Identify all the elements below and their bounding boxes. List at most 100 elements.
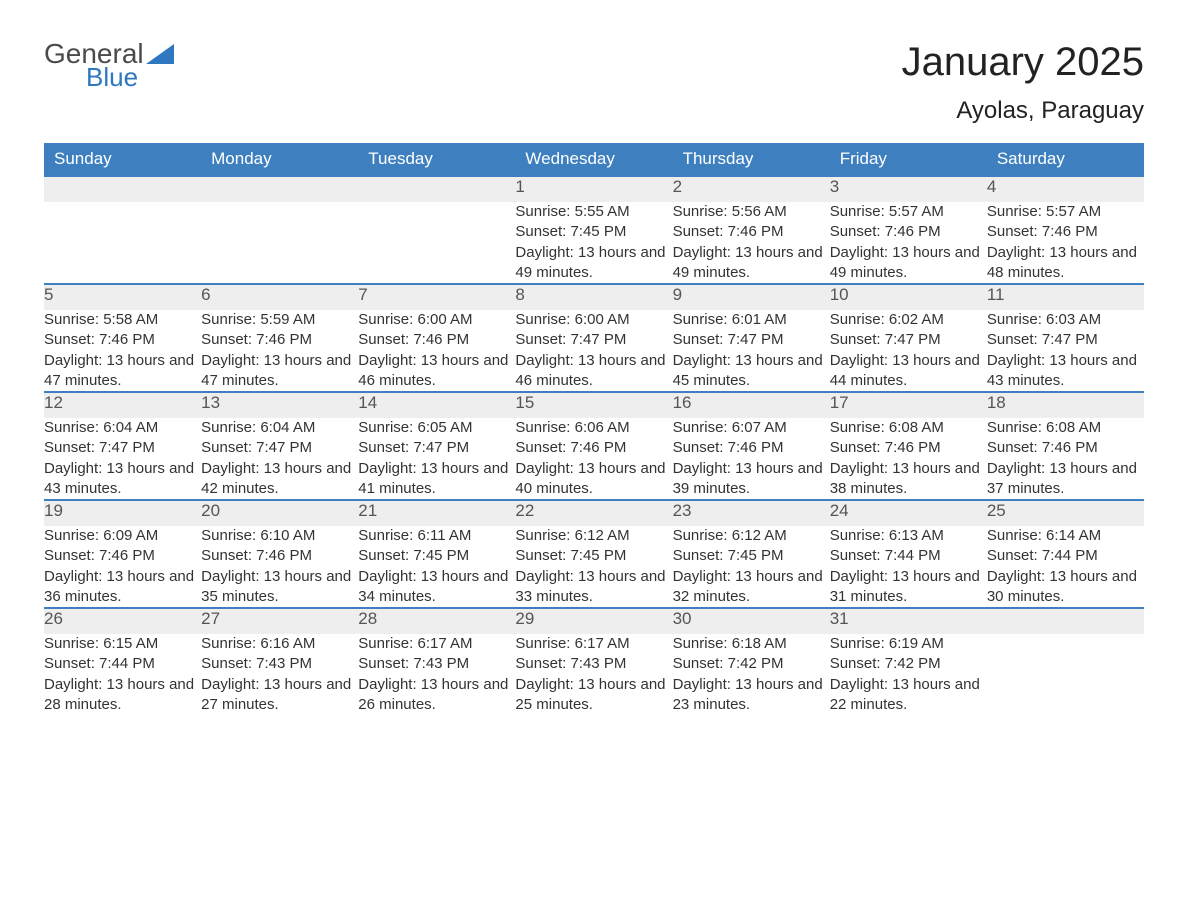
sunrise-text: Sunrise: 6:11 AM xyxy=(358,526,515,546)
calendar-day-number: 25 xyxy=(987,500,1144,526)
sunrise-text: Sunrise: 5:57 AM xyxy=(987,202,1144,222)
calendar-daynum-row: 567891011 xyxy=(44,284,1144,310)
daylight-text: Daylight: 13 hours and 42 minutes. xyxy=(201,459,358,500)
calendar-day-number: 31 xyxy=(830,608,987,634)
calendar-day-cell: Sunrise: 6:12 AMSunset: 7:45 PMDaylight:… xyxy=(673,526,830,608)
sunrise-text: Sunrise: 6:00 AM xyxy=(358,310,515,330)
daylight-text: Daylight: 13 hours and 40 minutes. xyxy=(515,459,672,500)
calendar-day-cell: Sunrise: 6:07 AMSunset: 7:46 PMDaylight:… xyxy=(673,418,830,500)
sunset-text: Sunset: 7:45 PM xyxy=(673,546,830,566)
sunrise-text: Sunrise: 6:08 AM xyxy=(830,418,987,438)
calendar-day-number: 29 xyxy=(515,608,672,634)
sunset-text: Sunset: 7:47 PM xyxy=(44,438,201,458)
daylight-text: Daylight: 13 hours and 47 minutes. xyxy=(201,351,358,392)
calendar-day-number: 20 xyxy=(201,500,358,526)
calendar-day-number: 9 xyxy=(673,284,830,310)
calendar-day-number: 28 xyxy=(358,608,515,634)
daylight-text: Daylight: 13 hours and 35 minutes. xyxy=(201,567,358,608)
daylight-text: Daylight: 13 hours and 48 minutes. xyxy=(987,243,1144,284)
calendar-day-number: 14 xyxy=(358,392,515,418)
calendar-day-cell: Sunrise: 6:12 AMSunset: 7:45 PMDaylight:… xyxy=(515,526,672,608)
weekday-header: Wednesday xyxy=(515,143,672,176)
daylight-text: Daylight: 13 hours and 43 minutes. xyxy=(987,351,1144,392)
calendar-day-cell: Sunrise: 6:10 AMSunset: 7:46 PMDaylight:… xyxy=(201,526,358,608)
sunrise-text: Sunrise: 5:59 AM xyxy=(201,310,358,330)
calendar-day-cell: Sunrise: 6:13 AMSunset: 7:44 PMDaylight:… xyxy=(830,526,987,608)
sunset-text: Sunset: 7:46 PM xyxy=(515,438,672,458)
calendar-daynum-row: 262728293031 xyxy=(44,608,1144,634)
sunset-text: Sunset: 7:46 PM xyxy=(987,438,1144,458)
calendar-day-cell: Sunrise: 6:04 AMSunset: 7:47 PMDaylight:… xyxy=(44,418,201,500)
daylight-text: Daylight: 13 hours and 39 minutes. xyxy=(673,459,830,500)
daylight-text: Daylight: 13 hours and 31 minutes. xyxy=(830,567,987,608)
daylight-text: Daylight: 13 hours and 49 minutes. xyxy=(673,243,830,284)
calendar-day-cell: Sunrise: 5:59 AMSunset: 7:46 PMDaylight:… xyxy=(201,310,358,392)
header-block: General Blue January 2025 Ayolas, Paragu… xyxy=(44,40,1144,133)
daylight-text: Daylight: 13 hours and 45 minutes. xyxy=(673,351,830,392)
calendar-day-cell xyxy=(201,202,358,284)
calendar-day-cell: Sunrise: 5:55 AMSunset: 7:45 PMDaylight:… xyxy=(515,202,672,284)
calendar-day-number: 13 xyxy=(201,392,358,418)
calendar-day-number xyxy=(44,176,201,202)
sunset-text: Sunset: 7:47 PM xyxy=(201,438,358,458)
calendar-day-number: 10 xyxy=(830,284,987,310)
calendar-day-cell xyxy=(44,202,201,284)
calendar-day-number: 15 xyxy=(515,392,672,418)
calendar-day-number: 19 xyxy=(44,500,201,526)
calendar-day-cell: Sunrise: 6:04 AMSunset: 7:47 PMDaylight:… xyxy=(201,418,358,500)
sunset-text: Sunset: 7:43 PM xyxy=(201,654,358,674)
daylight-text: Daylight: 13 hours and 23 minutes. xyxy=(673,675,830,716)
sunrise-text: Sunrise: 6:05 AM xyxy=(358,418,515,438)
sunset-text: Sunset: 7:43 PM xyxy=(515,654,672,674)
sunset-text: Sunset: 7:46 PM xyxy=(44,330,201,350)
sunset-text: Sunset: 7:43 PM xyxy=(358,654,515,674)
calendar-day-cell: Sunrise: 6:05 AMSunset: 7:47 PMDaylight:… xyxy=(358,418,515,500)
calendar-day-number: 2 xyxy=(673,176,830,202)
daylight-text: Daylight: 13 hours and 49 minutes. xyxy=(515,243,672,284)
calendar-day-number: 24 xyxy=(830,500,987,526)
daylight-text: Daylight: 13 hours and 36 minutes. xyxy=(44,567,201,608)
daylight-text: Daylight: 13 hours and 44 minutes. xyxy=(830,351,987,392)
sunrise-text: Sunrise: 6:04 AM xyxy=(201,418,358,438)
daylight-text: Daylight: 13 hours and 27 minutes. xyxy=(201,675,358,716)
daylight-text: Daylight: 13 hours and 49 minutes. xyxy=(830,243,987,284)
sunset-text: Sunset: 7:47 PM xyxy=(987,330,1144,350)
daylight-text: Daylight: 13 hours and 32 minutes. xyxy=(673,567,830,608)
sunrise-text: Sunrise: 6:14 AM xyxy=(987,526,1144,546)
calendar-day-cell: Sunrise: 6:06 AMSunset: 7:46 PMDaylight:… xyxy=(515,418,672,500)
calendar-day-number: 17 xyxy=(830,392,987,418)
weekday-header-row: Sunday Monday Tuesday Wednesday Thursday… xyxy=(44,143,1144,176)
calendar-day-cell: Sunrise: 6:11 AMSunset: 7:45 PMDaylight:… xyxy=(358,526,515,608)
calendar-day-number: 6 xyxy=(201,284,358,310)
calendar-day-cell xyxy=(987,634,1144,715)
calendar-day-cell: Sunrise: 5:56 AMSunset: 7:46 PMDaylight:… xyxy=(673,202,830,284)
calendar-day-number: 3 xyxy=(830,176,987,202)
calendar-day-cell: Sunrise: 6:16 AMSunset: 7:43 PMDaylight:… xyxy=(201,634,358,715)
calendar-day-number: 30 xyxy=(673,608,830,634)
sunrise-text: Sunrise: 6:08 AM xyxy=(987,418,1144,438)
sunset-text: Sunset: 7:46 PM xyxy=(987,222,1144,242)
calendar-content-row: Sunrise: 6:15 AMSunset: 7:44 PMDaylight:… xyxy=(44,634,1144,715)
daylight-text: Daylight: 13 hours and 34 minutes. xyxy=(358,567,515,608)
sunrise-text: Sunrise: 5:57 AM xyxy=(830,202,987,222)
sunrise-text: Sunrise: 6:12 AM xyxy=(515,526,672,546)
calendar-content-row: Sunrise: 6:09 AMSunset: 7:46 PMDaylight:… xyxy=(44,526,1144,608)
calendar-day-number: 21 xyxy=(358,500,515,526)
sunset-text: Sunset: 7:44 PM xyxy=(830,546,987,566)
daylight-text: Daylight: 13 hours and 46 minutes. xyxy=(358,351,515,392)
sunrise-text: Sunrise: 6:19 AM xyxy=(830,634,987,654)
calendar-day-number: 1 xyxy=(515,176,672,202)
daylight-text: Daylight: 13 hours and 22 minutes. xyxy=(830,675,987,716)
title-block: January 2025 Ayolas, Paraguay xyxy=(902,40,1144,133)
sunrise-text: Sunrise: 6:02 AM xyxy=(830,310,987,330)
sunset-text: Sunset: 7:47 PM xyxy=(358,438,515,458)
calendar-day-number xyxy=(358,176,515,202)
calendar-content-row: Sunrise: 5:55 AMSunset: 7:45 PMDaylight:… xyxy=(44,202,1144,284)
daylight-text: Daylight: 13 hours and 38 minutes. xyxy=(830,459,987,500)
sunset-text: Sunset: 7:42 PM xyxy=(673,654,830,674)
calendar-daynum-row: 1234 xyxy=(44,176,1144,202)
calendar-day-number: 26 xyxy=(44,608,201,634)
calendar-day-cell: Sunrise: 6:00 AMSunset: 7:47 PMDaylight:… xyxy=(515,310,672,392)
sunset-text: Sunset: 7:46 PM xyxy=(830,438,987,458)
calendar-content-row: Sunrise: 6:04 AMSunset: 7:47 PMDaylight:… xyxy=(44,418,1144,500)
